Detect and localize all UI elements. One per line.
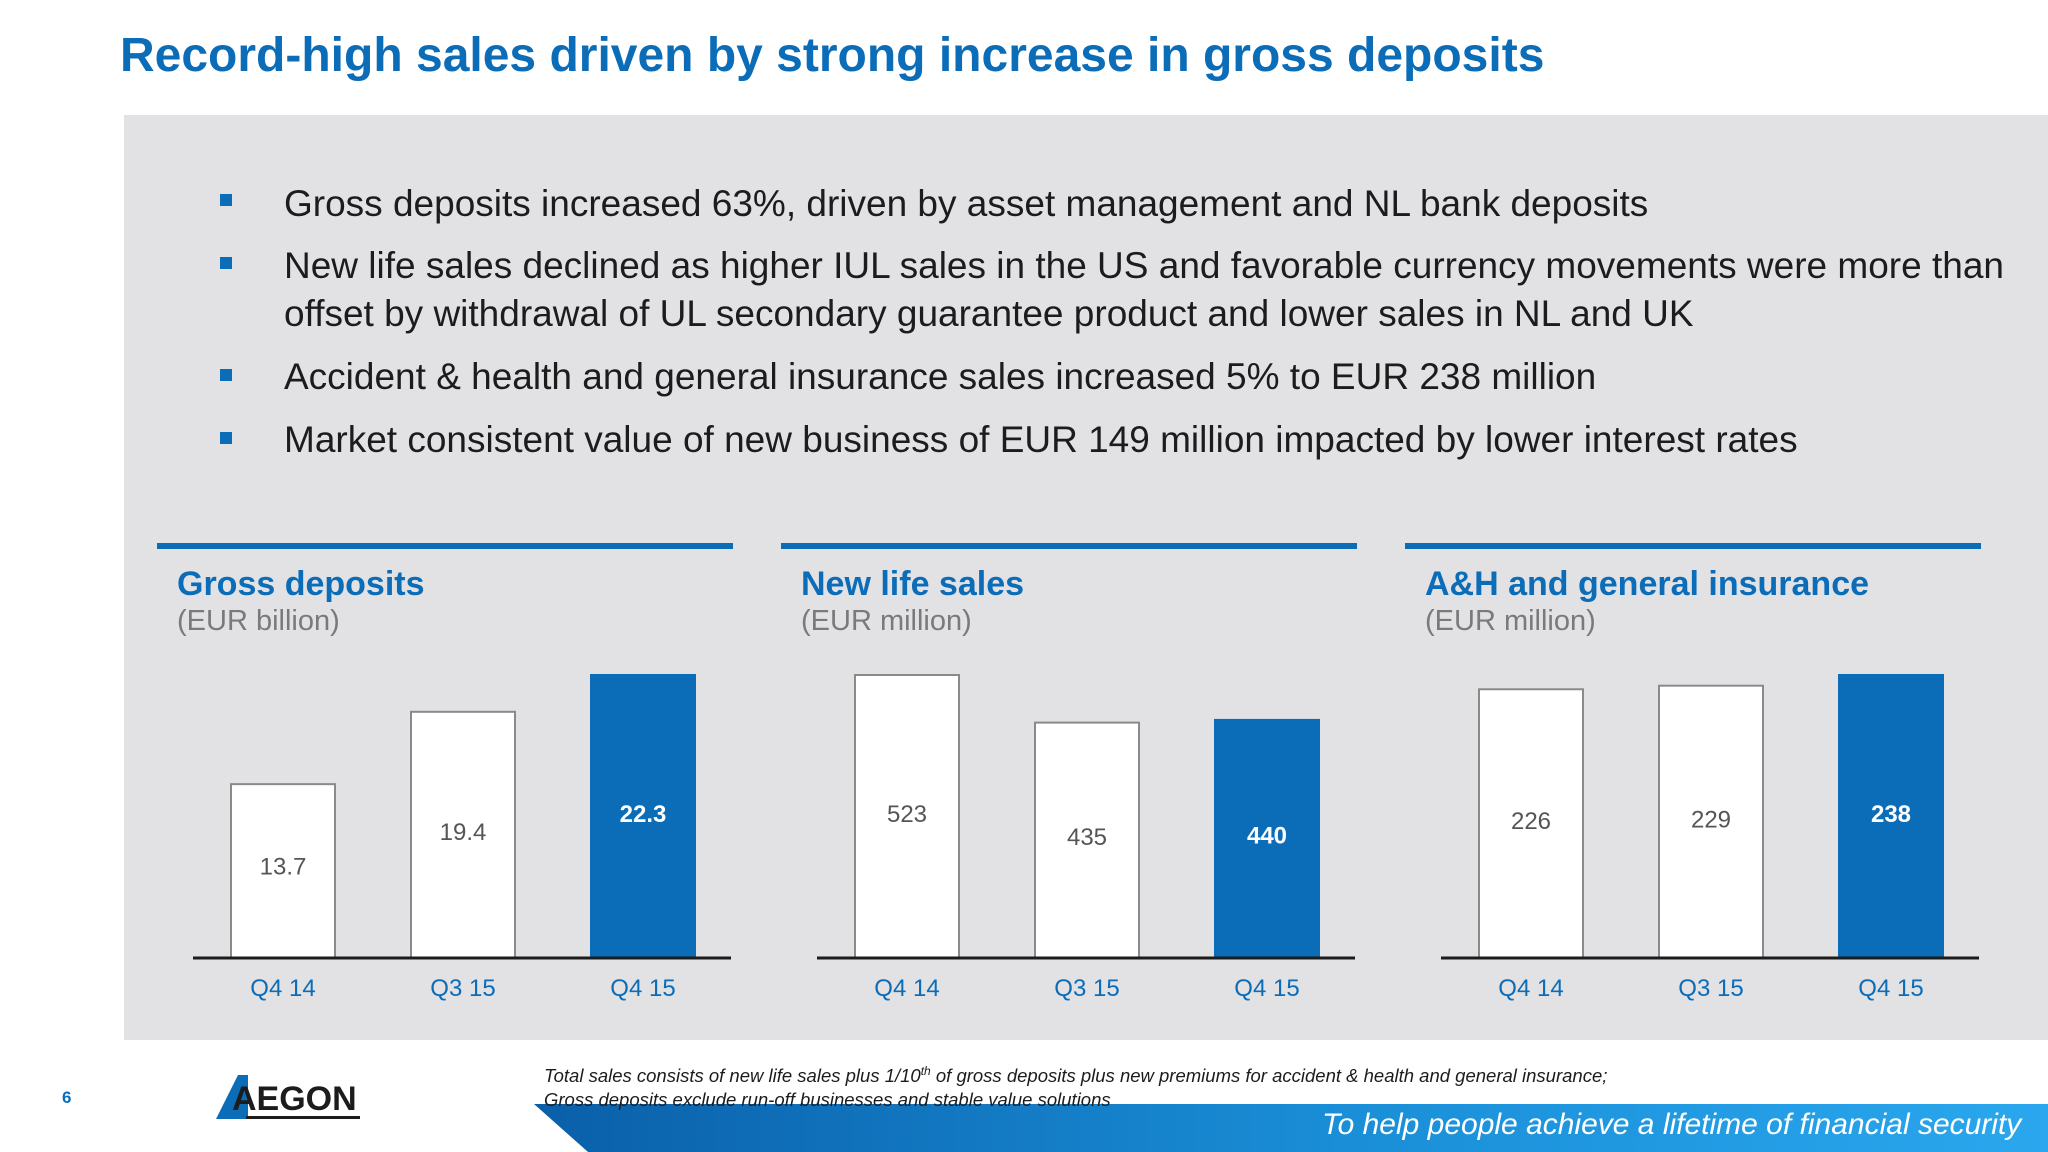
x-tick-label: Q3 15 xyxy=(1054,975,1119,1002)
bar-q4-15 xyxy=(1214,718,1320,959)
card-rule xyxy=(1405,543,1981,549)
x-tick-label: Q4 15 xyxy=(1234,975,1299,1002)
chart-title: New life sales xyxy=(801,565,1025,603)
bullet-list: Gross deposits increased 63%, driven by … xyxy=(0,0,2048,480)
bar-value-label: 238 xyxy=(1871,801,1911,828)
bar-q4-14 xyxy=(1478,688,1584,959)
footnote-line-1: Total sales consists of new life sales p… xyxy=(544,1064,1608,1087)
bar-q4-14 xyxy=(230,783,336,959)
bar-chart-ah-general-insurance: 226 Q4 14 229 Q3 15 238 Q4 15 xyxy=(1441,674,1979,1002)
bar-q3-15 xyxy=(410,710,516,959)
chart-subtitle: (EUR million) xyxy=(801,605,972,637)
x-tick-label: Q4 14 xyxy=(250,975,315,1002)
footnote-line-2: Gross deposits exclude run-off businesse… xyxy=(544,1089,1111,1111)
bar-q4-15 xyxy=(1838,674,1944,959)
card-rule xyxy=(781,543,1357,549)
bar-value-label: 435 xyxy=(1067,824,1107,851)
bullet-text: New life sales declined as higher IUL sa… xyxy=(284,245,2004,334)
bar-value-label: 229 xyxy=(1691,806,1731,833)
bar-value-label: 523 xyxy=(887,801,927,828)
bar-value-label: 22.3 xyxy=(620,801,667,828)
x-tick-label: Q3 15 xyxy=(430,975,495,1002)
chart-title: Gross deposits xyxy=(177,565,425,603)
bullet-text: Market consistent value of new business … xyxy=(284,419,1798,460)
bar-chart-new-life-sales: 523 Q4 14 435 Q3 15 440 Q4 15 xyxy=(817,674,1355,1002)
square-bullet-icon xyxy=(220,257,232,269)
x-tick-label: Q4 15 xyxy=(610,975,675,1002)
bar-q3-15 xyxy=(1034,721,1140,960)
x-tick-label: Q3 15 xyxy=(1678,975,1743,1002)
footnote: Total sales consists of new life sales p… xyxy=(544,1059,1607,1112)
square-bullet-icon xyxy=(220,194,232,206)
bullet-text: Accident & health and general insurance … xyxy=(284,356,1597,397)
bullet-text: Gross deposits increased 63%, driven by … xyxy=(284,183,1649,224)
tagline: To help people achieve a lifetime of fin… xyxy=(1322,1108,2022,1141)
bar-value-label: 226 xyxy=(1511,808,1551,835)
logo-wordmark: AEGON xyxy=(232,1080,357,1118)
bar-chart-gross-deposits: 13.7 Q4 14 19.4 Q3 15 22.3 Q4 15 xyxy=(193,674,731,1002)
square-bullet-icon xyxy=(220,432,232,444)
x-tick-label: Q4 14 xyxy=(874,975,939,1002)
x-tick-label: Q4 15 xyxy=(1858,975,1923,1002)
chart-title: A&H and general insurance xyxy=(1425,565,1870,603)
aegon-logo: AEGON xyxy=(216,1075,360,1119)
footer-band xyxy=(124,1040,2048,1152)
chart-gross-deposits: Gross deposits (EUR billion) 13.7 Q4 14 19… xyxy=(157,543,733,1008)
chart-new-life-sales: New life sales (EUR million) 523 Q4 14 435… xyxy=(781,543,1357,1008)
page-number: 6 xyxy=(62,1088,72,1107)
bar-value-label: 19.4 xyxy=(440,819,487,846)
chart-subtitle: (EUR million) xyxy=(1425,605,1596,637)
slide-title: Record-high sales driven by strong incre… xyxy=(120,29,1545,82)
bar-q4-15 xyxy=(590,674,696,959)
card-rule xyxy=(157,543,733,549)
chart-subtitle: (EUR billion) xyxy=(177,605,340,637)
square-bullet-icon xyxy=(220,369,232,381)
chart-ah-general-insurance: A&H and general insurance (EUR million) … xyxy=(1405,543,1981,1008)
bar-value-label: 13.7 xyxy=(260,854,307,881)
bar-value-label: 440 xyxy=(1247,823,1287,850)
x-tick-label: Q4 14 xyxy=(1498,975,1563,1002)
